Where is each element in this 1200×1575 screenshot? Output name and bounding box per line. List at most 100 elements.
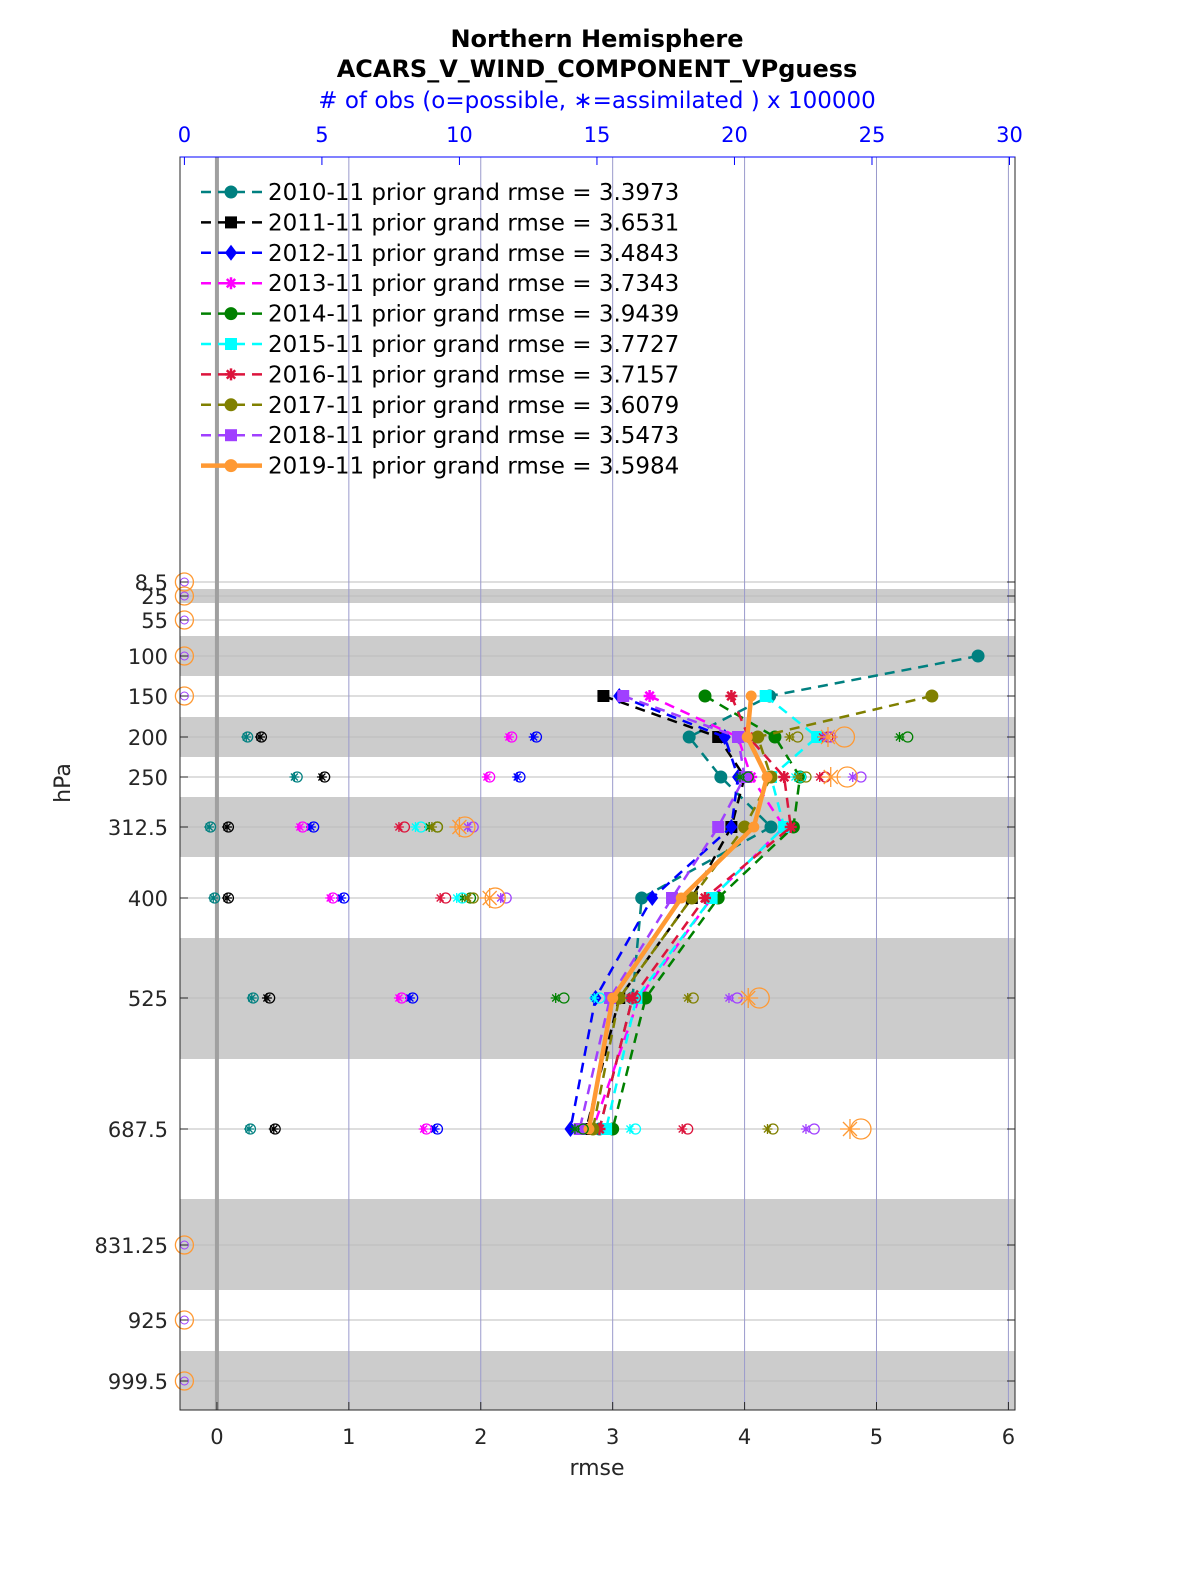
- series-point: [725, 690, 738, 702]
- top-tick-label: 15: [584, 123, 611, 147]
- obs-assimilated-marker: [261, 993, 272, 1003]
- obs-zero-circle: [174, 686, 195, 706]
- x-tick-label: 6: [1002, 1425, 1015, 1449]
- series-10: [583, 690, 773, 1135]
- obs-assimilated-marker: [208, 893, 219, 903]
- x-axis-label: rmse: [569, 1456, 624, 1481]
- legend-item: 2012-11 prior grand rmse = 3.4843: [201, 241, 679, 267]
- x-tick-label: 5: [870, 1425, 883, 1449]
- obs-assimilated-marker: [847, 772, 858, 782]
- obs-assimilated-marker: [404, 993, 415, 1003]
- series-point: [784, 821, 797, 833]
- legend-label: 2016-11 prior grand rmse = 3.7157: [268, 362, 679, 388]
- obs-assimilated-marker: [241, 732, 252, 742]
- top-tick-label: 5: [315, 123, 328, 147]
- legend-marker: [224, 398, 238, 412]
- legend-label: 2011-11 prior grand rmse = 3.6531: [268, 210, 679, 236]
- series-point: [741, 731, 753, 743]
- obs-assimilated-marker: [325, 893, 336, 903]
- legend-item: 2017-11 prior grand rmse = 3.6079: [201, 393, 679, 419]
- series-point: [698, 689, 712, 703]
- obs-series-1: [204, 731, 303, 1135]
- series-point: [761, 771, 773, 783]
- obs-assimilated-marker: [457, 893, 468, 903]
- series-point: [593, 1123, 606, 1135]
- series-point: [675, 892, 687, 904]
- y-tick-label: 8.5: [135, 571, 168, 595]
- x-tick-label: 2: [474, 1425, 487, 1449]
- obs-assimilated-marker: [624, 1124, 635, 1134]
- series-line: [598, 654, 979, 1130]
- legend-label: 2018-11 prior grand rmse = 3.5473: [268, 423, 679, 449]
- obs-assimilated-marker: [624, 993, 635, 1003]
- y-tick-label: 831.25: [95, 1234, 168, 1258]
- series-line: [604, 695, 820, 1130]
- obs-assimilated-marker: [449, 817, 470, 837]
- obs-assimilated-marker: [528, 732, 539, 742]
- y-tick-label: 687.5: [108, 1118, 168, 1142]
- legend-label: 2010-11 prior grand rmse = 3.3973: [268, 180, 679, 206]
- series-point: [748, 821, 760, 833]
- obs-assimilated-marker: [820, 767, 841, 787]
- legend: 2010-11 prior grand rmse = 3.3973 2011-11…: [201, 180, 679, 480]
- legend-marker: [225, 429, 237, 442]
- legend-label: 2019-11 prior grand rmse = 3.5984: [268, 454, 679, 480]
- obs-assimilated-marker: [462, 893, 473, 903]
- chart-title: Northern Hemisphere: [450, 25, 743, 53]
- obs-assimilated-marker: [569, 1124, 580, 1134]
- series-line: [598, 695, 793, 1130]
- obs-assimilated-marker: [839, 1119, 860, 1139]
- obs-assimilated-marker: [734, 772, 745, 782]
- series-point: [971, 649, 985, 663]
- series-point: [635, 891, 649, 905]
- obs-assimilated-marker: [894, 732, 905, 742]
- obs-assimilated-marker: [503, 732, 514, 742]
- series-point: [712, 821, 725, 833]
- legend-label: 2012-11 prior grand rmse = 3.4843: [268, 241, 679, 267]
- legend-marker: [225, 216, 237, 229]
- obs-zero-circle: [174, 1371, 195, 1391]
- y-tick-label: 312.5: [108, 816, 168, 840]
- obs-series-4: [294, 731, 518, 1135]
- obs-series-5: [424, 731, 914, 1135]
- series-line: [585, 694, 746, 1130]
- legend-item: 2014-11 prior grand rmse = 3.9439: [201, 302, 679, 328]
- axes: 0 1 2 3 4 5 60 5 10 15 20 25 308.5255510015020025031…: [95, 123, 1023, 1449]
- obs-assimilated-marker: [762, 1124, 773, 1134]
- series-point: [699, 892, 712, 904]
- series-point: [745, 771, 758, 783]
- obs-series-9: [462, 731, 867, 1135]
- legend-item: 2013-11 prior grand rmse = 3.7343: [201, 271, 679, 297]
- obs-assimilated-marker: [682, 993, 693, 1003]
- obs-assimilated-marker: [800, 1124, 811, 1134]
- obs-assimilated-marker: [222, 893, 233, 903]
- series-point: [617, 690, 630, 702]
- legend-label: 2015-11 prior grand rmse = 3.7727: [268, 332, 679, 358]
- series-point: [764, 820, 778, 834]
- obs-series-2: [222, 731, 331, 1135]
- series-point: [731, 731, 744, 743]
- legend-label: 2013-11 prior grand rmse = 3.7343: [268, 271, 679, 297]
- obs-assimilated-marker: [429, 1124, 440, 1134]
- series-point: [643, 690, 656, 702]
- obs-assimilated-marker: [410, 822, 421, 832]
- series-point: [682, 730, 696, 744]
- obs-assimilated-marker: [784, 732, 795, 742]
- obs-assimilated-marker: [479, 888, 500, 908]
- y-tick-label: 250: [128, 766, 168, 790]
- obs-assimilated-marker: [316, 772, 327, 782]
- obs-assimilated-marker: [435, 893, 446, 903]
- obs-zero-circle: [174, 1235, 195, 1255]
- y-tick-label: 400: [128, 887, 168, 911]
- obs-zero-circle: [174, 572, 195, 592]
- obs-assimilated-marker: [817, 727, 838, 747]
- y-tick-label: 925: [128, 1309, 168, 1333]
- obs-zero-circle: [174, 586, 195, 606]
- obs-assimilated-marker: [246, 993, 257, 1003]
- y-tick-label: 100: [128, 645, 168, 669]
- obs-assimilated-marker: [268, 1124, 279, 1134]
- obs-assimilated-marker: [222, 822, 233, 832]
- series-point: [745, 690, 757, 702]
- y-axis-label: hPa: [51, 763, 76, 803]
